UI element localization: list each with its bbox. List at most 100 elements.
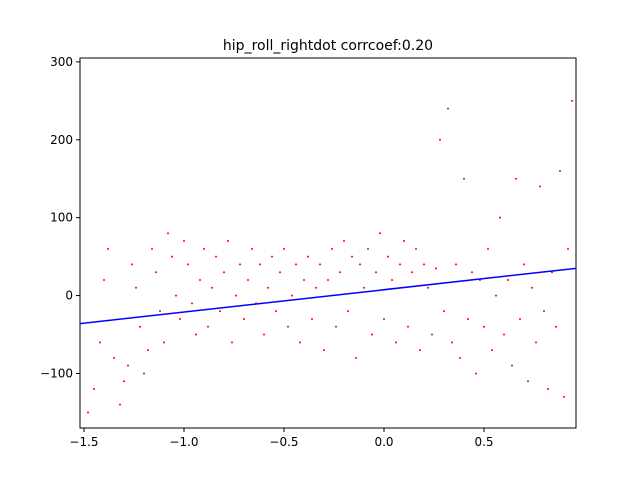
scatter-point <box>439 138 441 141</box>
scatter-point <box>555 325 557 328</box>
scatter-point <box>463 177 465 180</box>
scatter-point <box>171 255 173 258</box>
scatter-point <box>271 255 273 258</box>
y-tick-label: 100 <box>50 211 73 225</box>
scatter-point <box>235 294 237 297</box>
x-tick-label: −1.5 <box>69 435 98 449</box>
scatter-point <box>511 364 513 367</box>
scatter-point <box>187 263 189 266</box>
scatter-point <box>299 341 301 344</box>
scatter-point <box>347 310 349 313</box>
scatter-point <box>203 247 205 250</box>
scatter-point <box>411 271 413 274</box>
scatter-point <box>159 310 161 313</box>
scatter-point <box>87 411 89 414</box>
x-tick-label: −0.5 <box>269 435 298 449</box>
scatter-point <box>399 263 401 266</box>
scatter-point <box>487 247 489 250</box>
chart-title: hip_roll_rightdot corrcoef:0.20 <box>223 38 433 54</box>
scatter-point <box>467 317 469 320</box>
scatter-point <box>383 317 385 320</box>
scatter-point <box>231 341 233 344</box>
scatter-point <box>119 403 121 406</box>
scatter-point <box>519 317 521 320</box>
y-tick-label: −100 <box>40 366 73 380</box>
scatter-point <box>287 325 289 328</box>
scatter-point <box>435 267 437 270</box>
scatter-point <box>407 325 409 328</box>
scatter-point <box>343 240 345 243</box>
scatter-point <box>363 286 365 289</box>
scatter-point <box>199 279 201 281</box>
scatter-point <box>455 263 457 266</box>
scatter-point <box>483 325 485 328</box>
scatter-point <box>427 286 429 289</box>
scatter-point <box>323 349 325 352</box>
scatter-point <box>423 263 425 266</box>
x-tick-label: 0.5 <box>474 435 493 449</box>
scatter-point <box>351 255 353 258</box>
scatter-point <box>151 247 153 250</box>
scatter-point <box>387 255 389 258</box>
scatter-point <box>307 255 309 258</box>
scatter-point <box>167 232 169 235</box>
x-tick-label: −1.0 <box>169 435 198 449</box>
scatter-point <box>243 317 245 320</box>
scatter-point <box>279 271 281 274</box>
scatter-point <box>531 286 533 289</box>
scatter-point <box>247 279 249 281</box>
scatter-point <box>175 294 177 297</box>
scatter-point <box>227 240 229 243</box>
scatter-point <box>335 325 337 328</box>
scatter-point <box>251 247 253 250</box>
x-tick-label: 0.0 <box>374 435 393 449</box>
scatter-point <box>319 263 321 266</box>
scatter-point <box>547 388 549 391</box>
scatter-point <box>155 271 157 274</box>
scatter-point <box>535 341 537 344</box>
scatter-point <box>567 247 569 250</box>
y-tick-label: 0 <box>65 289 73 303</box>
scatter-point <box>303 279 305 281</box>
scatter-point <box>379 232 381 235</box>
scatter-point <box>103 279 105 281</box>
scatter-point <box>543 310 545 313</box>
scatter-point <box>211 286 213 289</box>
scatter-point <box>419 349 421 352</box>
scatter-point <box>99 341 101 344</box>
scatter-point <box>375 271 377 274</box>
scatter-point <box>127 364 129 367</box>
regression-line <box>80 267 576 325</box>
scatter-point <box>195 333 197 336</box>
scatter-point <box>191 302 193 305</box>
scatter-point <box>259 263 261 266</box>
scatter-point <box>491 349 493 352</box>
scatter-point <box>503 333 505 336</box>
scatter-point <box>571 99 573 102</box>
scatter-point <box>415 247 417 250</box>
plot-area <box>80 99 576 414</box>
scatter-point <box>403 240 405 243</box>
scatter-point <box>163 341 165 344</box>
scatter-point <box>391 279 393 281</box>
scatter-point <box>367 247 369 250</box>
scatter-point <box>339 271 341 274</box>
scatter-point <box>275 310 277 313</box>
scatter-point <box>207 325 209 328</box>
scatter-point <box>451 341 453 344</box>
scatter-point <box>139 325 141 328</box>
scatter-point <box>459 356 461 359</box>
axes-frame <box>79 57 577 429</box>
scatter-point <box>527 380 529 383</box>
scatter-point <box>263 333 265 336</box>
scatter-point <box>215 255 217 258</box>
scatter-point <box>395 341 397 344</box>
scatter-point <box>359 263 361 266</box>
scatter-point <box>475 372 477 375</box>
scatter-point <box>239 263 241 266</box>
scatter-point <box>143 372 145 375</box>
scatter-point <box>295 263 297 266</box>
scatter-point <box>523 263 525 266</box>
scatter-point <box>135 286 137 289</box>
